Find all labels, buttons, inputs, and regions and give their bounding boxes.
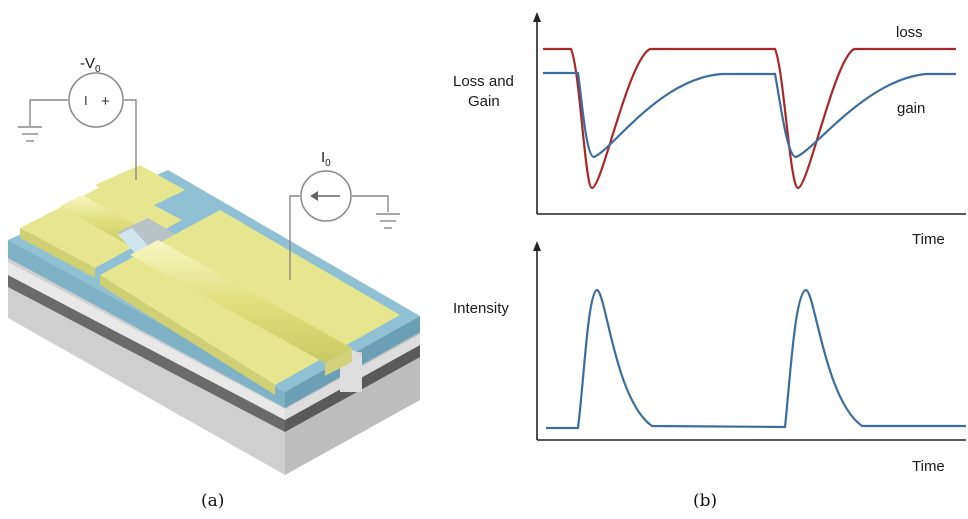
gain-series-label: gain — [897, 100, 925, 117]
voltage-minus-sign: I — [84, 93, 88, 108]
gain-ridge — [130, 240, 352, 363]
intensity-series-line — [546, 288, 966, 430]
dark-layer-front — [8, 275, 285, 432]
loss-series-line — [543, 47, 956, 190]
gain-series-line — [543, 71, 956, 159]
absorber-pad-top — [95, 165, 185, 212]
caption-b: (b) — [693, 491, 717, 511]
blue-layer-front — [8, 240, 285, 408]
caption-a: (a) — [201, 491, 224, 511]
intensity-plot: Intensity Time — [453, 241, 966, 475]
wire-voltage — [29, 99, 137, 180]
current-label: I0 — [321, 149, 331, 169]
voltage-source — [68, 72, 124, 128]
wire-current — [289, 195, 389, 280]
top-y-label-1: Loss and — [453, 73, 514, 90]
device-diagram: I + -V0 I0 — [8, 55, 420, 475]
voltage-label: -V0 — [80, 55, 101, 75]
loss-gain-plot: Loss and Gain Time loss gain — [453, 12, 966, 248]
bottom-x-label: Time — [912, 458, 945, 475]
top-x-label: Time — [912, 231, 945, 248]
top-y-label-2: Gain — [468, 93, 500, 110]
light-layer-front — [8, 262, 285, 420]
bottom-y-label: Intensity — [453, 300, 509, 317]
voltage-plus-sign: + — [101, 93, 110, 110]
loss-series-label: loss — [896, 24, 923, 41]
